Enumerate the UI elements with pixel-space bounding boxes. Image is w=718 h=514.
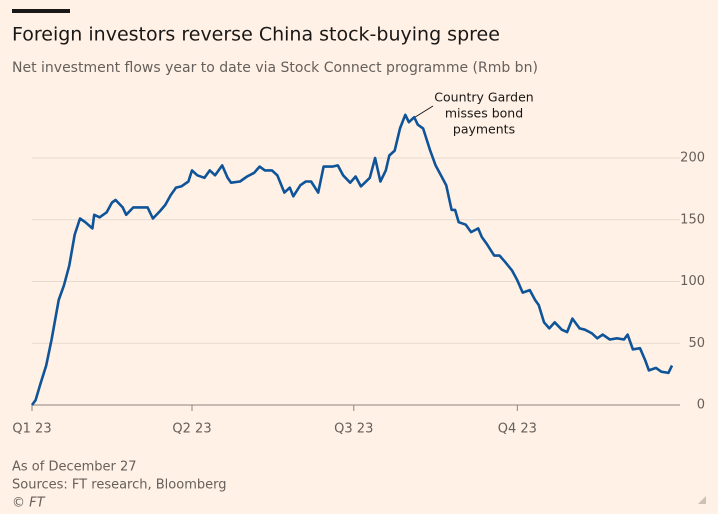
note: As of December 27 xyxy=(12,460,137,475)
y-tick-label: 0 xyxy=(697,398,705,413)
data-line xyxy=(30,113,674,406)
y-tick-label: 200 xyxy=(680,151,705,166)
annotation: misses bond xyxy=(445,106,523,121)
x-tick-label: Q2 23 xyxy=(172,422,211,437)
source: Sources: FT research, Bloomberg xyxy=(12,478,226,493)
y-tick-label: 100 xyxy=(680,274,705,289)
y-tick-label: 50 xyxy=(688,336,705,351)
x-tick-label: Q4 23 xyxy=(498,422,537,437)
y-tick-label: 150 xyxy=(680,212,705,227)
chart-subtitle: Net investment flows year to date via St… xyxy=(12,60,538,76)
chart-title: Foreign investors reverse China stock-bu… xyxy=(12,24,500,46)
x-tick-label: Q1 23 xyxy=(12,422,51,437)
annotation: payments xyxy=(453,122,515,137)
resize-icon xyxy=(698,496,706,504)
annotation: Country Garden xyxy=(434,90,533,105)
x-tick-label: Q3 23 xyxy=(334,422,373,437)
copyright: © FT xyxy=(12,496,46,511)
annotation-leader xyxy=(411,105,434,120)
brand-bar xyxy=(12,9,70,13)
